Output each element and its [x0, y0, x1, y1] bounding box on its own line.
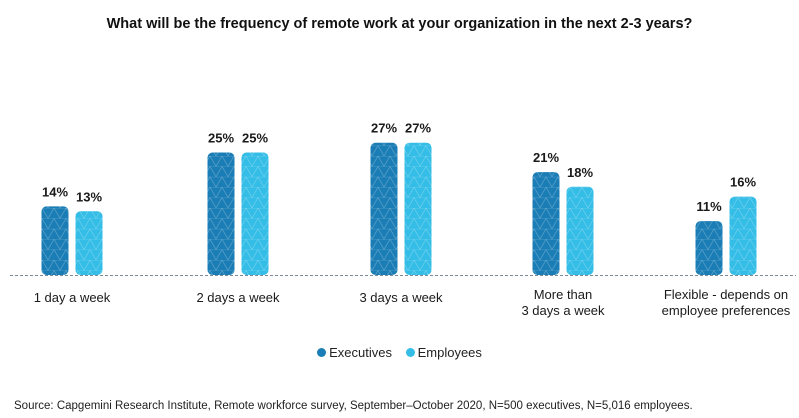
- bar-texture-employees-flexible-depends-on-employee-preferences: [729, 196, 757, 275]
- legend-item-executives: Executives: [317, 345, 392, 360]
- data-label-employees-flexible-depends-on-employee-preferences: 16%: [730, 175, 756, 190]
- data-label-executives-flexible-depends-on-employee-preferences: 11%: [696, 199, 722, 214]
- legend-label-executives: Executives: [329, 345, 392, 360]
- category-label-more-than-3-days-a-week-line-2: 3 days a week: [521, 303, 605, 318]
- data-label-executives-more-than-3-days-a-week: 21%: [533, 150, 559, 165]
- bar-texture-employees-1-day-a-week: [75, 211, 103, 275]
- category-label-flexible-depends-on-employee-preferences-line-1: Flexible - depends on: [664, 287, 788, 302]
- legend-marker-executives: [317, 348, 327, 357]
- category-label-more-than-3-days-a-week-line-1: More than: [534, 287, 593, 302]
- legend-item-employees: Employees: [405, 345, 482, 360]
- chart-title: What will be the frequency of remote wor…: [106, 16, 693, 32]
- source-note: Source: Capgemini Research Institute, Re…: [14, 400, 693, 412]
- data-label-employees-1-day-a-week: 13%: [76, 189, 102, 204]
- bar-texture-executives-flexible-depends-on-employee-preferences: [695, 221, 723, 275]
- legend-marker-employees: [405, 348, 415, 357]
- bar-texture-employees-more-than-3-days-a-week: [566, 186, 594, 275]
- bar-texture-executives-1-day-a-week: [41, 206, 69, 275]
- bar-texture-employees-2-days-a-week: [241, 152, 269, 275]
- data-label-executives-3-days-a-week: 27%: [371, 121, 397, 136]
- category-label-3-days-a-week: 3 days a week: [359, 290, 443, 305]
- data-label-employees-2-days-a-week: 25%: [242, 131, 268, 146]
- legend-label-employees: Employees: [417, 345, 482, 360]
- data-label-employees-more-than-3-days-a-week: 18%: [567, 165, 593, 180]
- bar-texture-executives-2-days-a-week: [207, 152, 235, 275]
- data-label-executives-1-day-a-week: 14%: [42, 184, 68, 199]
- bar-texture-employees-3-days-a-week: [404, 142, 432, 275]
- category-label-flexible-depends-on-employee-preferences-line-2: employee preferences: [662, 303, 791, 318]
- category-label-1-day-a-week: 1 day a week: [34, 290, 111, 305]
- data-label-executives-2-days-a-week: 25%: [208, 131, 234, 146]
- legend: Executives Employees: [0, 345, 799, 360]
- bar-texture-executives-more-than-3-days-a-week: [532, 172, 560, 275]
- category-label-2-days-a-week: 2 days a week: [196, 290, 280, 305]
- bar-texture-executives-3-days-a-week: [370, 142, 398, 275]
- data-label-employees-3-days-a-week: 27%: [405, 121, 431, 136]
